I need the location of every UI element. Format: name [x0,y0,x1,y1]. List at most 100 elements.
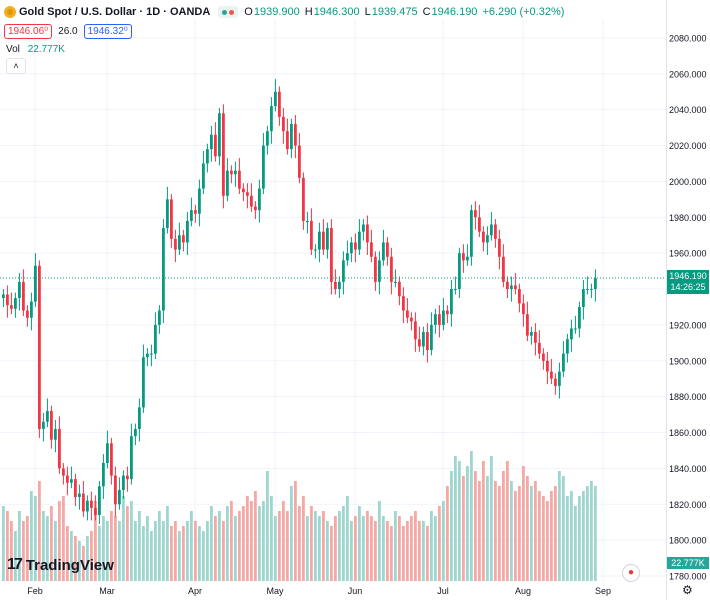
volume-bar [326,521,329,581]
candle-body [490,224,493,236]
volume-bar [18,511,21,581]
candle-body [98,486,101,516]
volume-bar [50,506,53,581]
volume-bar [214,516,217,581]
y-tick-label: 1900.000 [669,356,707,366]
candle-body [30,301,33,318]
candle-body [190,210,193,221]
candle-body [138,407,141,429]
tradingview-logo[interactable]: 17 TradingView [7,556,114,574]
candle-body [334,281,337,290]
candle-body [286,131,289,150]
volume-bar [110,511,113,581]
close-label: C [422,6,431,18]
volume-bar [302,496,305,581]
y-tick-label: 2020.000 [669,141,707,151]
volume-bar [150,531,153,581]
candle-body [162,228,165,311]
volume-bar [94,501,97,581]
us-flag-icon[interactable]: ● [622,564,640,582]
candle-body [62,468,65,476]
candle-body [418,339,421,347]
candle-body [454,289,457,291]
candle-body [326,228,329,250]
volume-bar [286,511,289,581]
tradingview-logo-icon: 17 [7,556,23,573]
candle-body [434,314,437,325]
candle-body [150,353,153,355]
candle-body [550,371,553,379]
candle-body [134,428,137,437]
volume-bar [30,491,33,581]
candle-body [262,145,265,189]
volume-label[interactable]: Vol [6,44,20,55]
candle-body [170,199,173,239]
volume-bar [590,481,593,581]
candle-body [6,294,9,306]
candle-body [186,220,189,243]
volume-bar [558,471,561,581]
volume-bar [414,511,417,581]
volume-bar [106,521,109,581]
candle-body [582,289,585,307]
volume-bar [78,541,81,581]
candle-body [450,289,453,315]
volume-bar [554,486,557,581]
sell-button[interactable]: 1946.06⁰ [4,24,53,39]
candle-body [310,220,313,250]
volume-bar [90,531,93,581]
candle-body [82,493,85,512]
candle-body [202,163,205,189]
x-tick-label: Jun [348,586,363,596]
market-status-indicator[interactable] [218,6,239,18]
x-tick-label: Aug [515,586,531,596]
volume-bar [594,486,597,581]
volume-bar [306,516,309,581]
candle-body [534,332,537,343]
volume-bar [154,521,157,581]
y-tick-label: 2080.000 [669,33,707,43]
volume-bar [462,476,465,581]
volume-bar [310,506,313,581]
symbol-title[interactable]: Gold Spot / U.S. Dollar · 1D · OANDA [19,6,211,18]
volume-bar [298,506,301,581]
volume-bar [122,496,125,581]
settings-gear-icon[interactable]: ⚙ [682,583,693,597]
volume-bar [82,546,85,581]
candle-body [174,238,177,250]
volume-bar [46,516,49,581]
candle-body [102,463,105,487]
volume-bar [342,506,345,581]
candle-body [10,305,13,309]
candle-body [498,238,501,257]
y-tick-label: 1840.000 [669,464,707,474]
volume-bar [234,516,237,581]
y-tick-label: 1780.000 [669,572,707,582]
volume-bar [222,521,225,581]
buy-button[interactable]: 1946.32⁰ [83,24,132,39]
candle-body [570,328,573,340]
candle-body [290,124,293,150]
y-tick-label: 2060.000 [669,69,707,79]
volume-bar [586,486,589,581]
volume-bar [98,526,101,581]
candle-body [14,298,17,309]
candle-body [530,332,533,336]
volume-bar [390,526,393,581]
price-axis: 1780.000 1800.000 1820.000 1840.000 1860.000… [666,0,707,600]
volume-bar [374,521,377,581]
y-tick-label: 2040.000 [669,105,707,115]
candle-body [218,113,221,157]
volume-value: 22.777K [27,44,65,55]
candle-body [482,231,485,243]
candle-body [214,134,217,157]
volume-bar [22,521,25,581]
candle-body [494,224,497,239]
candle-body [246,192,249,196]
candle-body [446,310,449,315]
collapse-legend-button[interactable]: ˄ [6,58,26,74]
volume-bar [434,516,437,581]
candle-body [330,228,333,282]
candle-body [198,188,201,214]
